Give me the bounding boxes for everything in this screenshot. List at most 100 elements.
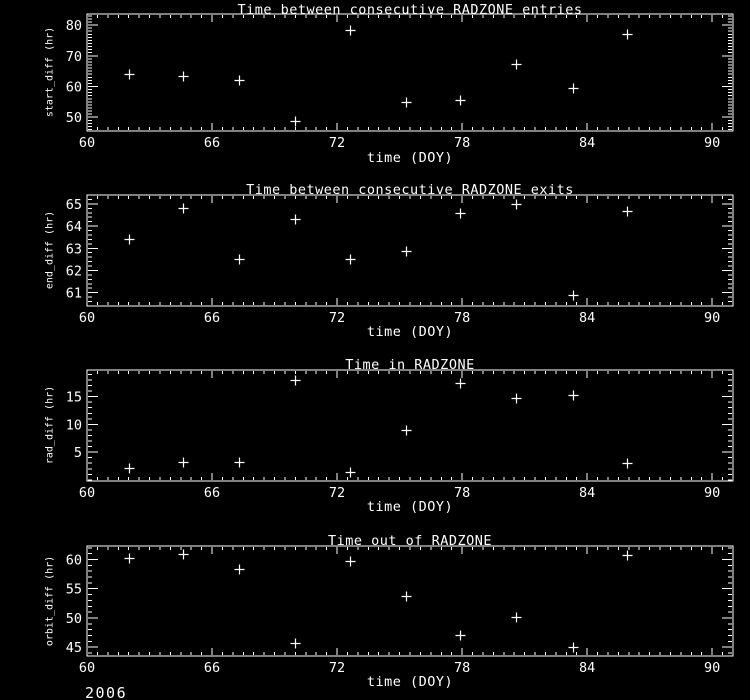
data-point <box>178 549 189 560</box>
x-tick-label: 84 <box>579 660 595 676</box>
x-tick-label: 84 <box>579 485 595 501</box>
data-point <box>401 97 412 108</box>
data-point <box>124 463 135 474</box>
x-tick-label: 72 <box>329 660 345 676</box>
x-tick-label: 78 <box>454 310 470 326</box>
data-point <box>178 457 189 468</box>
x-tick-label: 90 <box>704 485 720 501</box>
data-point <box>568 290 579 301</box>
data-point <box>290 375 301 386</box>
plot-panel-1: 60 66 72 78 84 90 61 62 63 64 65 <box>66 194 734 326</box>
x-tick-label: 66 <box>204 485 220 501</box>
data-point <box>234 564 245 575</box>
x-tick-label: 90 <box>704 310 720 326</box>
y-tick-label: 10 <box>66 417 82 433</box>
data-points <box>124 199 633 301</box>
y-tick-label: 80 <box>66 18 82 34</box>
data-point <box>455 208 466 219</box>
data-point <box>290 638 301 649</box>
x-tick-label: 84 <box>579 310 595 326</box>
x-tick-label: 60 <box>79 310 95 326</box>
data-points <box>124 375 633 478</box>
data-point <box>401 425 412 436</box>
plot-panel-0: 60 66 72 78 84 90 50 60 70 80 <box>66 13 734 151</box>
y-tick-label: 70 <box>66 49 82 65</box>
data-point <box>345 467 356 478</box>
x-tick-label: 78 <box>454 135 470 151</box>
y-tick-label: 60 <box>66 79 82 95</box>
y-tick-label: 5 <box>74 445 82 461</box>
data-point <box>178 203 189 214</box>
y-tick-label: 64 <box>66 219 82 235</box>
y-tick-label: 50 <box>66 110 82 126</box>
data-point <box>455 95 466 106</box>
x-tick-label: 60 <box>79 135 95 151</box>
chart-title-time-in-radzone: Time in RADZONE <box>345 357 475 373</box>
data-point <box>401 591 412 602</box>
y-tick-label: 62 <box>66 263 82 279</box>
x-axis-label-2: time (DOY) <box>366 324 454 340</box>
data-point <box>622 206 633 217</box>
chart-title-radzone-entries: Time between consecutive RADZONE entries <box>237 2 583 18</box>
data-point <box>345 25 356 36</box>
data-point <box>124 234 135 245</box>
data-point <box>290 116 301 127</box>
x-tick-label: 72 <box>329 135 345 151</box>
data-point <box>455 378 466 389</box>
x-axis-label-4: time (DOY) <box>366 674 454 690</box>
x-axis-label-3: time (DOY) <box>366 499 454 515</box>
x-tick-label: 60 <box>79 485 95 501</box>
plot-frame <box>86 545 734 657</box>
data-point <box>511 393 522 404</box>
data-point <box>124 553 135 564</box>
y-tick-label: 55 <box>66 582 82 598</box>
x-tick-label: 78 <box>454 485 470 501</box>
x-tick-label: 72 <box>329 310 345 326</box>
plot-panel-3: 60 66 72 78 84 90 45 50 55 60 <box>66 545 734 676</box>
x-tick-label: 84 <box>579 135 595 151</box>
data-point <box>568 642 579 653</box>
data-point <box>568 83 579 94</box>
data-points <box>124 25 633 127</box>
data-point <box>622 458 633 469</box>
y-axis-label-orbit-diff: orbit_diff (hr) <box>44 555 56 647</box>
x-tick-label: 66 <box>204 310 220 326</box>
y-tick-label: 63 <box>66 241 82 257</box>
data-point <box>124 69 135 80</box>
x-tick-label: 72 <box>329 485 345 501</box>
data-point <box>511 59 522 70</box>
x-tick-label: 66 <box>204 135 220 151</box>
plot-frame <box>86 194 734 307</box>
data-point <box>234 254 245 265</box>
x-tick-label: 78 <box>454 660 470 676</box>
chart-title-time-out-of-radzone: Time out of RADZONE <box>328 533 492 549</box>
data-point <box>511 199 522 210</box>
y-tick-label: 15 <box>66 390 82 406</box>
y-tick-label: 50 <box>66 611 82 627</box>
x-tick-label: 66 <box>204 660 220 676</box>
plot-frame <box>86 369 734 482</box>
x-tick-label: 90 <box>704 135 720 151</box>
plot-frame <box>86 13 734 132</box>
data-point <box>455 630 466 641</box>
x-tick-label: 60 <box>79 660 95 676</box>
y-tick-label: 60 <box>66 552 82 568</box>
data-points <box>124 549 633 653</box>
y-tick-label: 65 <box>66 197 82 213</box>
data-point <box>345 254 356 265</box>
data-point <box>401 246 412 257</box>
x-axis-label-1: time (DOY) <box>366 150 454 166</box>
data-point <box>234 75 245 86</box>
data-point <box>178 71 189 82</box>
y-tick-label: 61 <box>66 286 82 302</box>
y-tick-label: 45 <box>66 640 82 656</box>
data-point <box>622 550 633 561</box>
year-label: 2006 <box>85 684 128 700</box>
data-point <box>234 457 245 468</box>
data-point <box>622 29 633 40</box>
data-point <box>345 556 356 567</box>
data-point <box>511 612 522 623</box>
x-tick-label: 90 <box>704 660 720 676</box>
